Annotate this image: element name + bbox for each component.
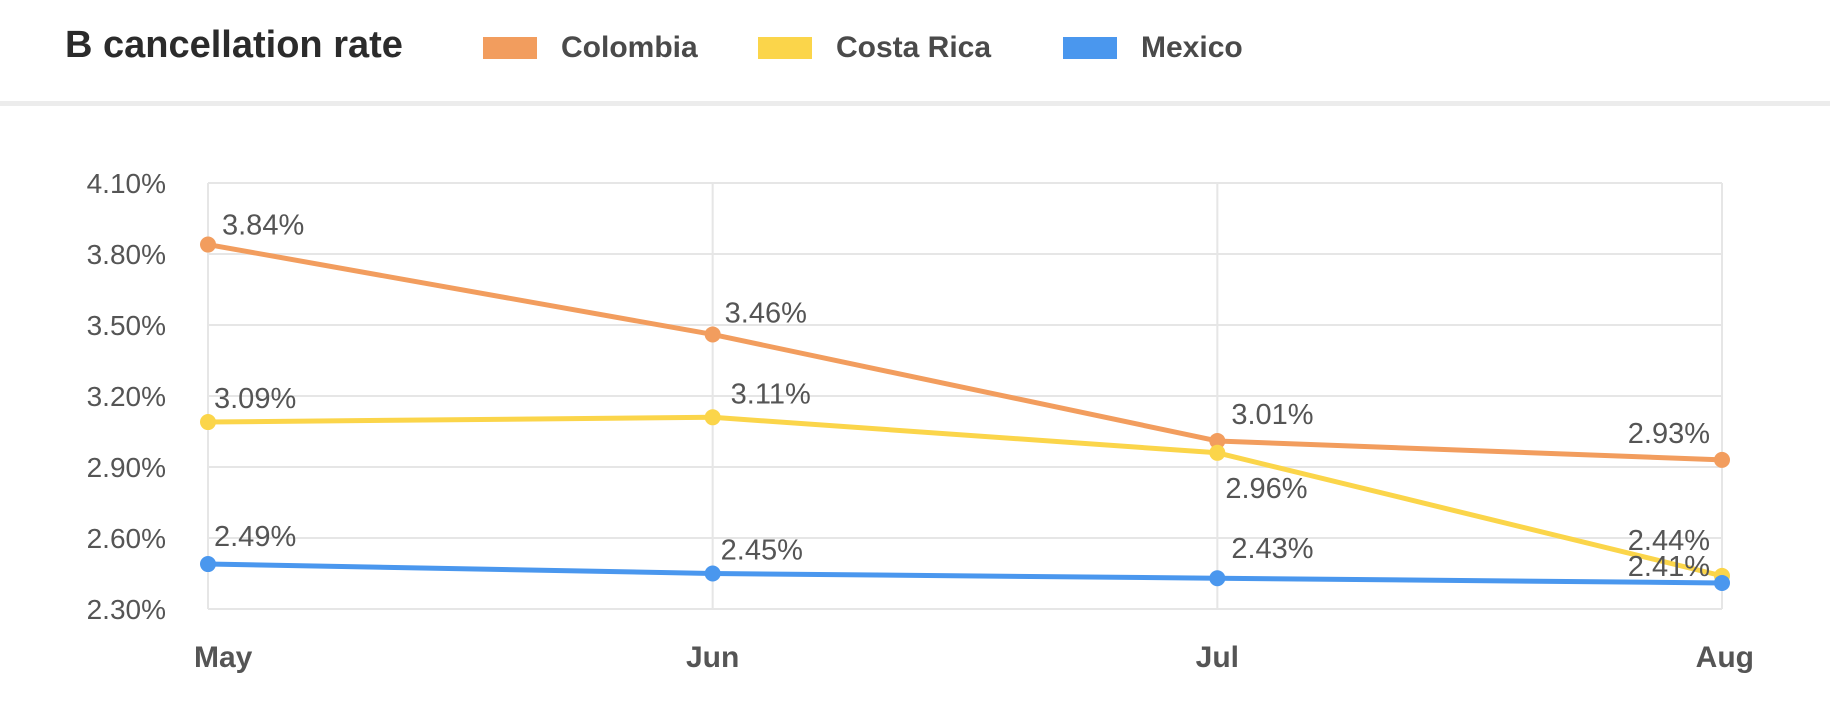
data-point [704,326,721,343]
data-point [1209,432,1226,449]
data-point [200,556,216,573]
data-point [1209,444,1226,461]
legend-label-mexico: Mexico [1141,31,1243,64]
y-tick-label: 4.10% [87,168,166,199]
data-label: 3.09% [214,383,296,415]
y-tick-label: 3.20% [87,381,166,412]
series-line-mexico [205,561,1725,586]
line-chart: 4.10% 3.80% 3.50% 3.20% 2.90% 2.60% 2.30% May Ju… [87,168,1754,674]
data-point [200,414,216,431]
legend-item-mexico[interactable]: Mexico [1063,31,1243,64]
data-label: 2.44% [1628,525,1710,557]
data-point [1209,570,1226,587]
chart-header: B cancellation rate Colombia Costa Rica … [0,0,1830,106]
x-tick-label: Aug [1696,641,1754,674]
data-label: 3.84% [222,210,304,242]
data-label: 3.11% [731,378,811,410]
data-point [1714,574,1730,591]
x-tick-label: May [194,641,253,674]
data-label: 2.96% [1225,473,1307,505]
x-tick-label: Jul [1196,641,1239,674]
legend-swatch-mexico [1063,37,1117,59]
series-line-costa-rica [205,414,1725,579]
data-label: 3.01% [1231,399,1313,431]
legend-item-costa-rica[interactable]: Costa Rica [758,31,992,64]
legend-swatch-costa-rica [758,37,812,59]
data-label: 2.49% [214,521,296,553]
data-point [704,409,721,426]
y-tick-label: 3.80% [87,239,166,270]
data-point [704,565,721,582]
data-label: 3.46% [725,297,807,329]
legend-label-costa-rica: Costa Rica [836,31,992,64]
y-tick-label: 2.60% [87,523,166,554]
data-label: 2.93% [1628,418,1710,450]
x-tick-label: Jun [686,641,739,674]
chart-title: B cancellation rate [65,24,403,66]
legend-item-colombia[interactable]: Colombia [483,31,698,64]
data-point [1714,451,1730,468]
y-tick-label: 2.90% [87,452,166,483]
series-line-colombia [205,242,1725,463]
data-point [200,236,216,253]
y-tick-label: 2.30% [87,594,166,625]
data-label: 2.41% [1628,551,1710,583]
y-tick-label: 3.50% [87,310,166,341]
legend-swatch-colombia [483,37,537,59]
data-label: 2.45% [721,535,803,567]
legend-label-colombia: Colombia [561,31,698,64]
data-label: 2.43% [1231,533,1313,565]
